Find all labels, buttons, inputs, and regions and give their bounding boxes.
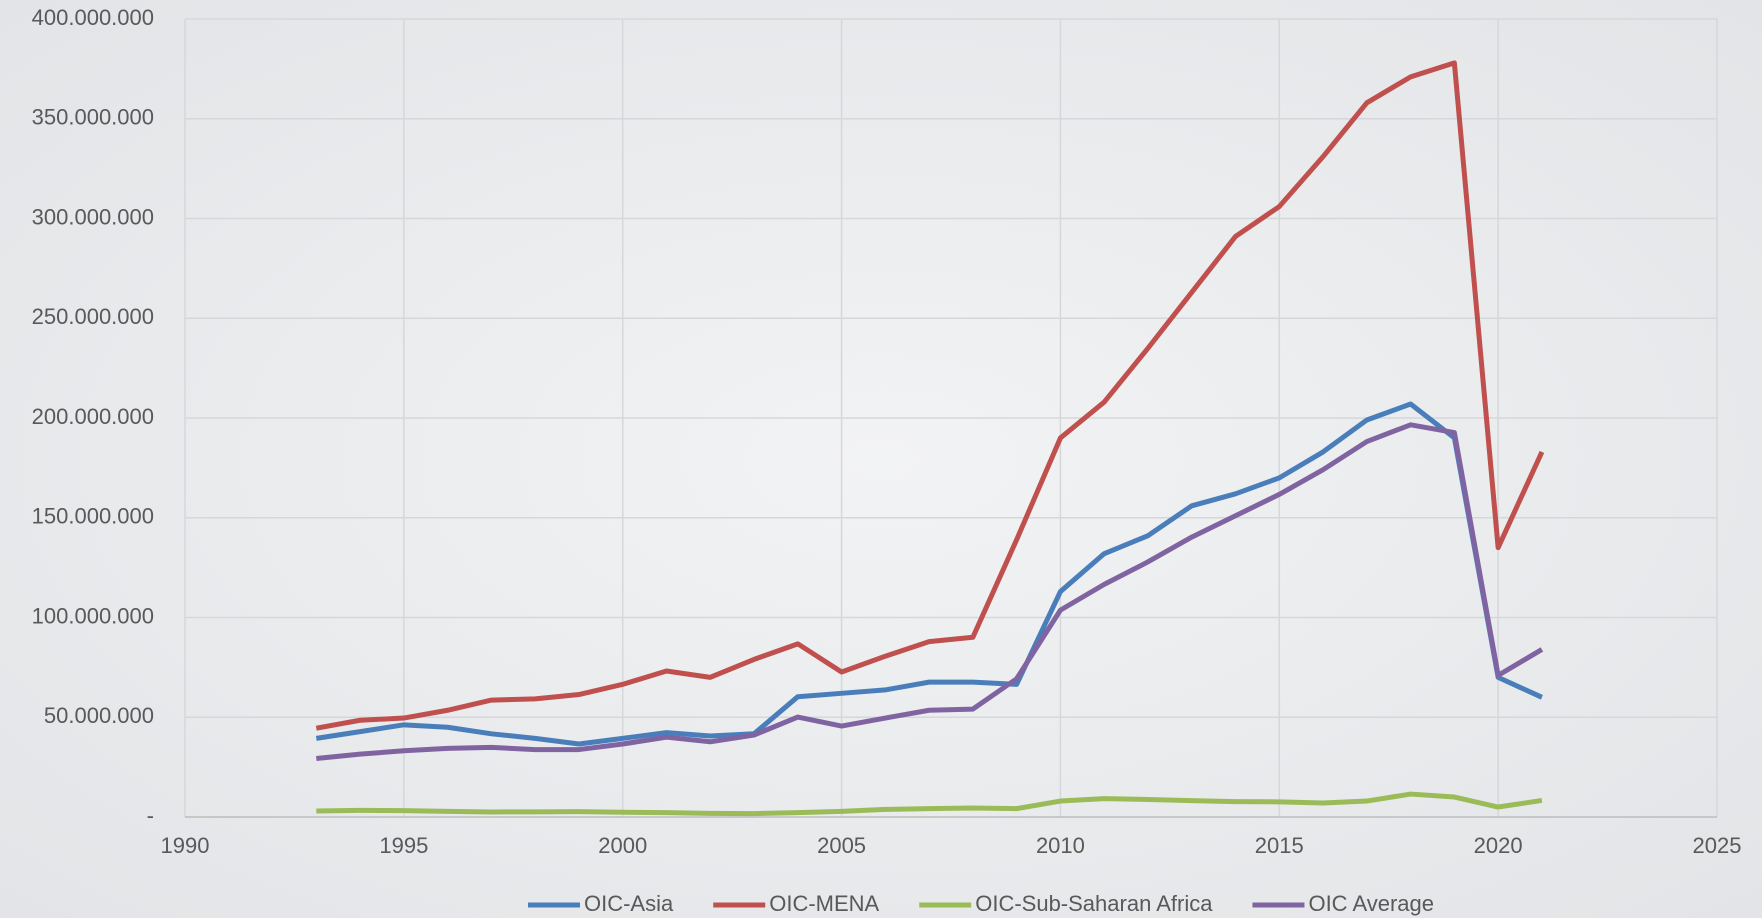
- legend-label: OIC-Asia: [584, 891, 674, 916]
- x-tick-label: 2020: [1474, 833, 1523, 858]
- y-tick-label: 400.000.000: [32, 5, 154, 30]
- x-tick-label: 2015: [1255, 833, 1304, 858]
- y-tick-label: 350.000.000: [32, 105, 154, 130]
- series-line: [315, 401, 1543, 747]
- y-tick-label: 250.000.000: [32, 304, 154, 329]
- y-tick-label: 150.000.000: [32, 504, 154, 529]
- series-line: [316, 791, 1543, 817]
- x-tick-label: 1990: [161, 833, 210, 858]
- y-tick-label: -: [147, 803, 154, 828]
- y-tick-label: 200.000.000: [32, 404, 154, 429]
- x-tick-label: 1995: [379, 833, 428, 858]
- series-line: [315, 60, 1545, 731]
- y-tick-label: 50.000.000: [44, 703, 154, 728]
- legend-label: OIC-Sub-Saharan Africa: [975, 891, 1213, 916]
- x-tick-label: 2025: [1693, 833, 1742, 858]
- legend-label: OIC-MENA: [769, 891, 879, 916]
- legend-label: OIC Average: [1308, 891, 1434, 916]
- series-line: [316, 422, 1544, 762]
- y-tick-label: 300.000.000: [32, 204, 154, 229]
- y-tick-label: 100.000.000: [32, 603, 154, 628]
- x-tick-label: 2000: [598, 833, 647, 858]
- x-tick-label: 2010: [1036, 833, 1085, 858]
- x-tick-label: 2005: [817, 833, 866, 858]
